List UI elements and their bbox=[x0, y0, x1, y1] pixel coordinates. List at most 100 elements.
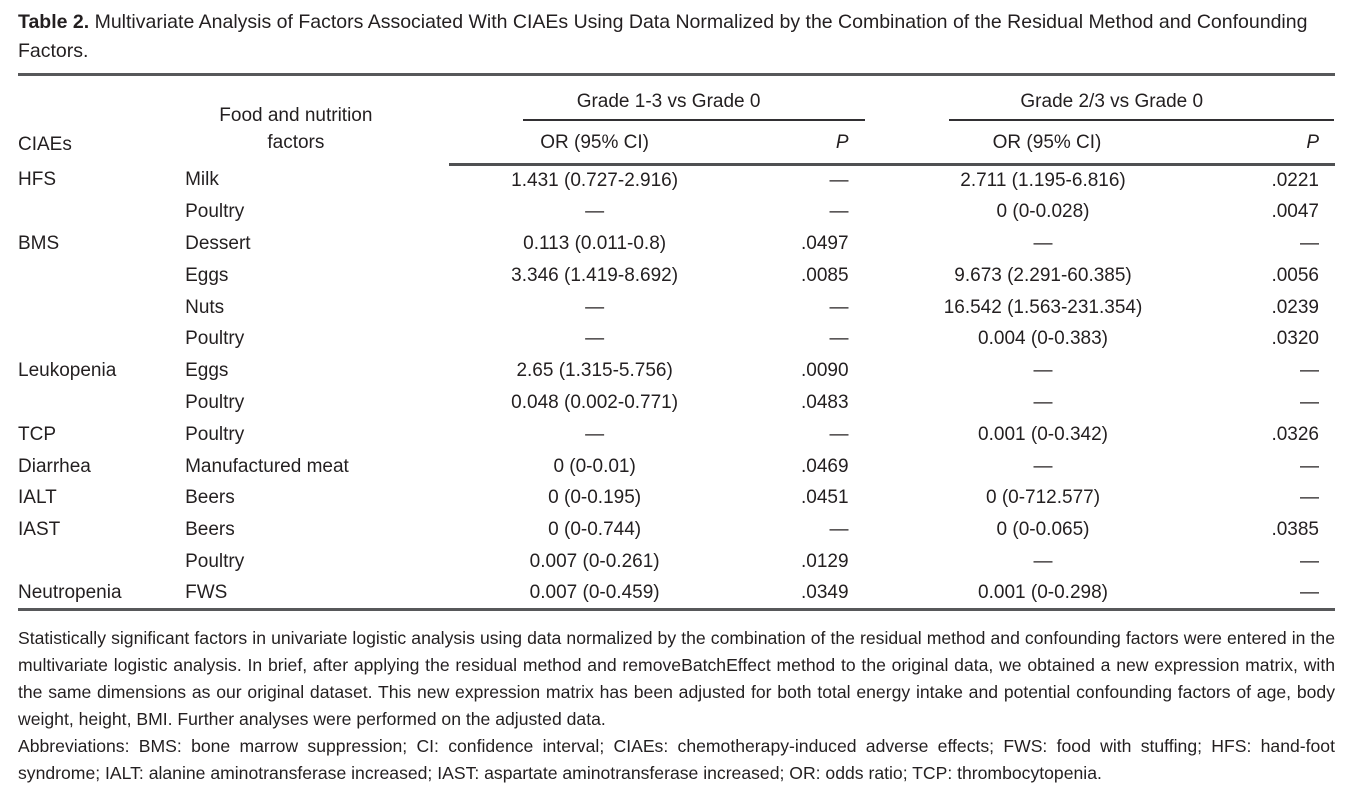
cell-p1: — bbox=[829, 201, 849, 223]
results-table: CIAEs Food and nutrition factors Grade 1-… bbox=[18, 73, 1335, 612]
cell-p2: .0385 bbox=[1271, 519, 1319, 541]
spanner-rule-grade-1-3 bbox=[522, 119, 865, 121]
cell-or1: — bbox=[585, 328, 605, 350]
col-header-p-1: P bbox=[718, 121, 889, 166]
cell-or1: — bbox=[585, 201, 605, 223]
cell-p1: — bbox=[829, 170, 849, 192]
cell-factor: Beers bbox=[185, 519, 235, 541]
cell-or1: 0.007 (0-0.261) bbox=[529, 550, 660, 572]
col-header-factors-line1: Food and nutrition bbox=[219, 104, 373, 126]
spanner-rule-grade-2-3 bbox=[948, 119, 1334, 121]
cell-factor: Poultry bbox=[185, 423, 245, 445]
cell-p2: .0221 bbox=[1271, 170, 1319, 192]
table-footnote: Statistically significant factors in uni… bbox=[18, 625, 1335, 787]
cell-factor: Poultry bbox=[185, 201, 245, 223]
cell-or2: 0.004 (0-0.383) bbox=[978, 328, 1108, 350]
cell-p2: .0326 bbox=[1271, 423, 1319, 445]
table-row: IAST Beers 0 (0-0.744) — 0 (0-0.065) .03… bbox=[18, 514, 1335, 546]
cell-or1: 0 (0-0.01) bbox=[553, 455, 636, 477]
cell-p1: .0497 bbox=[800, 232, 849, 254]
col-header-factors: Food and nutrition factors bbox=[143, 75, 449, 165]
cell-p1: — bbox=[829, 328, 849, 350]
cell-ciae bbox=[18, 323, 143, 355]
cell-ciae: Diarrhea bbox=[18, 455, 91, 477]
cell-factor: Manufactured meat bbox=[185, 455, 349, 477]
table-row: Poultry 0.007 (0-0.261) .0129 — — bbox=[18, 546, 1335, 578]
cell-ciae: HFS bbox=[18, 169, 56, 191]
col-header-or-ci-1: OR (95% CI) bbox=[448, 121, 719, 166]
table-row: HFS Milk 1.431 (0.727-2.916) — 2.711 (1.… bbox=[18, 165, 1335, 197]
col-header-ciaes: CIAEs bbox=[18, 133, 72, 155]
cell-p1: .0469 bbox=[800, 455, 849, 477]
cell-p1: — bbox=[829, 519, 849, 541]
cell-factor: Poultry bbox=[185, 550, 245, 572]
cell-or2: — bbox=[1033, 232, 1053, 254]
table-row: Eggs 3.346 (1.419-8.692) .0085 9.673 (2.… bbox=[18, 260, 1335, 292]
cell-p2: .0047 bbox=[1271, 201, 1319, 223]
table-caption-label: Table 2. bbox=[18, 11, 90, 33]
col-header-or-ci-2: OR (95% CI) bbox=[888, 121, 1184, 166]
cell-ciae bbox=[18, 292, 143, 324]
cell-p2: — bbox=[1300, 391, 1319, 413]
cell-or1: 0 (0-0.195) bbox=[548, 487, 642, 509]
col-group-grade-1-3-label: Grade 1-3 vs Grade 0 bbox=[576, 91, 761, 112]
footnote-abbreviations: Abbreviations: BMS: bone marrow suppress… bbox=[18, 736, 1335, 784]
cell-p1: — bbox=[829, 423, 849, 445]
cell-ciae bbox=[18, 196, 143, 228]
cell-p2: .0239 bbox=[1271, 296, 1319, 318]
table-row: Nuts — — 16.542 (1.563-231.354) .0239 bbox=[18, 292, 1335, 324]
cell-or1: 2.65 (1.315-5.756) bbox=[516, 360, 673, 382]
cell-or2: — bbox=[1033, 391, 1053, 413]
cell-or2: 0 (0-712.577) bbox=[985, 487, 1101, 509]
cell-factor: Poultry bbox=[185, 328, 245, 350]
cell-p1: — bbox=[829, 296, 849, 318]
table-row: BMS Dessert 0.113 (0.011-0.8) .0497 — — bbox=[18, 228, 1335, 260]
cell-or2: 0.001 (0-0.298) bbox=[888, 577, 1184, 612]
cell-ciae: TCP bbox=[18, 423, 56, 445]
cell-factor: Dessert bbox=[185, 232, 251, 254]
cell-p2: .0056 bbox=[1271, 264, 1319, 286]
cell-ciae: BMS bbox=[18, 232, 60, 254]
cell-factor: Nuts bbox=[185, 296, 225, 318]
cell-factor: FWS bbox=[143, 577, 449, 612]
cell-ciae: IAST bbox=[18, 519, 61, 541]
col-group-grade-2-3: Grade 2/3 vs Grade 0 bbox=[889, 75, 1335, 121]
cell-or2: 0.001 (0-0.342) bbox=[978, 423, 1108, 445]
cell-or1: 0.007 (0-0.459) bbox=[448, 577, 719, 612]
cell-factor: Milk bbox=[185, 169, 219, 191]
cell-ciae bbox=[18, 260, 143, 292]
col-group-grade-2-3-label: Grade 2/3 vs Grade 0 bbox=[1020, 91, 1204, 112]
cell-factor: Eggs bbox=[185, 360, 229, 382]
cell-p2: — bbox=[1300, 487, 1319, 509]
cell-p1: .0085 bbox=[800, 264, 849, 286]
table-row: IALT Beers 0 (0-0.195) .0451 0 (0-712.57… bbox=[18, 482, 1335, 514]
col-group-grade-1-3: Grade 1-3 vs Grade 0 bbox=[449, 75, 889, 121]
cell-or1: 3.346 (1.419-8.692) bbox=[511, 264, 679, 286]
cell-factor: Poultry bbox=[185, 391, 245, 413]
cell-ciae: Leukopenia bbox=[18, 360, 117, 382]
table-caption-text: Multivariate Analysis of Factors Associa… bbox=[18, 11, 1308, 62]
paper-table-figure: Table 2. Multivariate Analysis of Factor… bbox=[0, 8, 1353, 787]
cell-ciae bbox=[18, 387, 143, 419]
cell-ciae: IALT bbox=[18, 487, 57, 509]
header-row-sub: OR (95% CI) P OR (95% CI) P bbox=[18, 121, 1335, 166]
footnote-methods: Statistically significant factors in uni… bbox=[18, 628, 1335, 730]
cell-or2: — bbox=[1033, 360, 1053, 382]
table-row: Poultry 0.048 (0.002-0.771) .0483 — — bbox=[18, 387, 1335, 419]
cell-p1: .0483 bbox=[800, 391, 849, 413]
cell-p1: .0349 bbox=[718, 577, 889, 612]
table-row: Diarrhea Manufactured meat 0 (0-0.01) .0… bbox=[18, 451, 1335, 483]
cell-p2: — bbox=[1183, 577, 1335, 612]
cell-factor: Beers bbox=[185, 487, 235, 509]
cell-p2: — bbox=[1300, 360, 1319, 382]
table-row: TCP Poultry — — 0.001 (0-0.342) .0326 bbox=[18, 419, 1335, 451]
cell-ciae bbox=[18, 546, 143, 578]
cell-p1: .0129 bbox=[800, 550, 849, 572]
cell-or1: — bbox=[585, 296, 605, 318]
cell-or1: 1.431 (0.727-2.916) bbox=[511, 170, 679, 192]
cell-p2: — bbox=[1300, 455, 1319, 477]
header-row-groups: CIAEs Food and nutrition factors Grade 1-… bbox=[18, 75, 1335, 155]
cell-or2: 0 (0-0.028) bbox=[996, 201, 1090, 223]
cell-or1: 0.048 (0.002-0.771) bbox=[511, 391, 679, 413]
cell-or2: — bbox=[1033, 455, 1053, 477]
